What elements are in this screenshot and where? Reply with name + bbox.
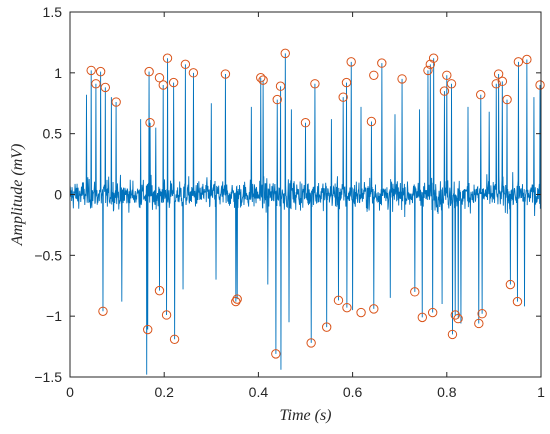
- peak-marker: [98, 306, 108, 316]
- signal-trace: [69, 53, 542, 375]
- peak-marker: [505, 279, 516, 290]
- tick-layer: 0 0.2 0.4 0.6 0.8 1 −1.5 −1 −0.5 0 0.5 1 1.5: [34, 4, 545, 400]
- marker-layer: [86, 48, 545, 359]
- peak-marker: [220, 69, 231, 79]
- peak-marker: [442, 70, 452, 80]
- y-tick-label: 1: [54, 65, 62, 81]
- peak-marker: [427, 307, 438, 318]
- peak-marker: [271, 349, 281, 359]
- peak-marker: [306, 338, 316, 348]
- peak-marker: [453, 313, 463, 324]
- peak-marker: [169, 334, 180, 344]
- peak-marker: [256, 73, 266, 83]
- peak-marker: [369, 70, 379, 80]
- x-tick-label: 0.2: [154, 384, 174, 400]
- peak-marker: [446, 79, 457, 89]
- peak-marker: [423, 65, 433, 76]
- peak-marker: [377, 58, 387, 68]
- peak-marker: [491, 79, 501, 89]
- peak-marker: [231, 296, 241, 307]
- peak-marker: [258, 75, 268, 85]
- peak-marker: [366, 116, 377, 127]
- peak-marker: [272, 94, 282, 105]
- peak-marker: [447, 329, 458, 340]
- peak-marker: [180, 59, 191, 70]
- peak-marker: [397, 74, 407, 84]
- peak-marker: [341, 77, 352, 88]
- signal-layer: [69, 53, 542, 375]
- y-axis-label: Amplitude (mV): [9, 144, 26, 247]
- peak-marker: [154, 285, 165, 296]
- peak-marker: [275, 81, 286, 91]
- peak-marker: [356, 307, 366, 318]
- peak-marker: [161, 310, 172, 320]
- peak-marker: [310, 79, 320, 89]
- peak-marker: [111, 97, 121, 107]
- peak-marker: [410, 287, 420, 297]
- y-tick-label: −1.5: [34, 369, 62, 385]
- peak-marker: [513, 57, 524, 67]
- x-tick-label: 0: [66, 384, 74, 400]
- peak-marker: [338, 92, 348, 102]
- peak-marker: [143, 324, 153, 335]
- y-tick-label: −1: [46, 308, 62, 324]
- x-tick-label: 0.4: [249, 384, 269, 400]
- peak-marker: [476, 90, 486, 100]
- x-tick-label: 1: [537, 384, 545, 400]
- peak-marker: [158, 80, 168, 90]
- peak-marker: [346, 57, 356, 67]
- peak-marker: [300, 118, 311, 128]
- peak-marker: [154, 73, 165, 83]
- peak-marker: [333, 295, 344, 306]
- peak-marker: [232, 294, 242, 304]
- peak-marker: [188, 68, 199, 78]
- peak-marker: [100, 82, 111, 93]
- peak-marker: [535, 80, 545, 90]
- peak-marker: [428, 53, 439, 63]
- y-tick-label: −0.5: [34, 247, 62, 263]
- peak-marker: [417, 312, 428, 323]
- peak-marker: [342, 302, 352, 313]
- peak-marker: [91, 79, 101, 89]
- peak-marker: [493, 69, 504, 79]
- peak-marker: [474, 318, 484, 329]
- peak-marker: [522, 54, 532, 65]
- peak-marker: [168, 77, 179, 88]
- x-tick-label: 0.8: [437, 384, 457, 400]
- x-tick-label: 0.6: [343, 384, 363, 400]
- peak-marker: [497, 76, 508, 87]
- peak-marker: [280, 48, 290, 59]
- peak-marker: [86, 65, 96, 76]
- x-axis-label: Time (s): [280, 407, 332, 424]
- y-tick-label: 1.5: [43, 4, 63, 20]
- peak-marker: [425, 59, 436, 70]
- peak-marker: [162, 53, 173, 63]
- peak-marker: [145, 118, 155, 128]
- peak-marker: [477, 309, 487, 319]
- peak-marker: [95, 66, 106, 77]
- peak-marker: [439, 86, 450, 96]
- peak-marker: [502, 94, 512, 105]
- peak-marker: [369, 304, 379, 314]
- y-tick-label: 0.5: [43, 126, 63, 142]
- peak-marker: [144, 66, 154, 77]
- peak-marker: [321, 322, 332, 332]
- y-tick-label: 0: [54, 187, 62, 203]
- peak-marker: [512, 296, 523, 307]
